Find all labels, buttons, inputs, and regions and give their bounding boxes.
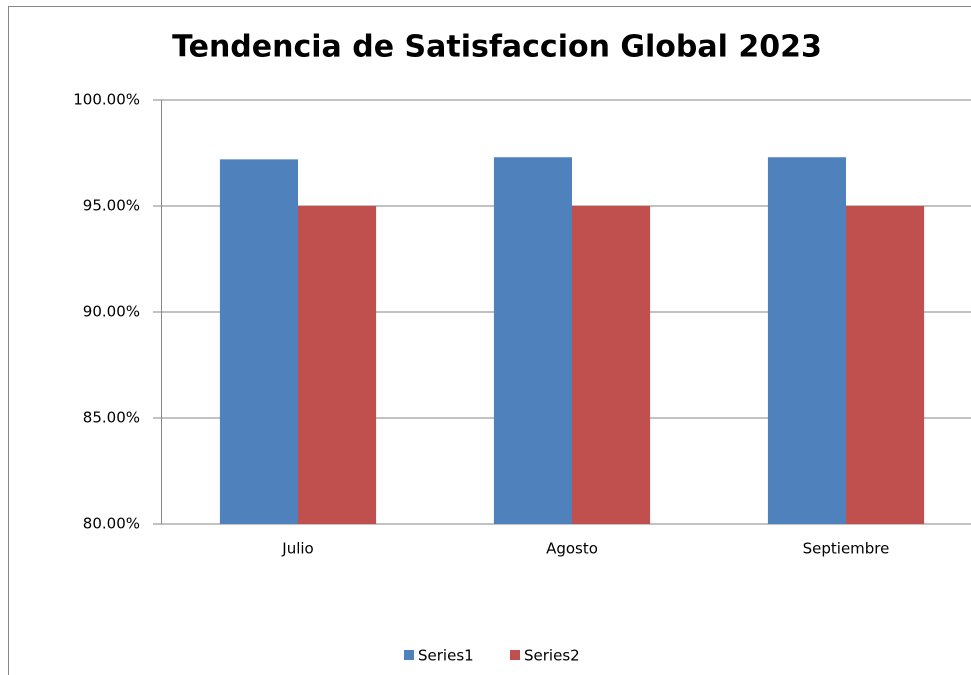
y-tick-label: 100.00% bbox=[73, 91, 140, 109]
bar bbox=[767, 157, 846, 525]
legend-swatch bbox=[510, 650, 520, 660]
legend-label: Series2 bbox=[524, 647, 580, 665]
x-tick-label: Septiembre bbox=[803, 540, 890, 558]
x-tick-label: Julio bbox=[281, 540, 313, 558]
legend-label: Series1 bbox=[418, 647, 474, 665]
y-tick-label: 90.00% bbox=[83, 303, 140, 321]
bar bbox=[493, 157, 572, 525]
bar bbox=[572, 206, 651, 524]
bar bbox=[219, 159, 298, 525]
y-tick-label: 80.00% bbox=[83, 515, 140, 533]
bar bbox=[846, 206, 925, 524]
legend-swatch bbox=[404, 650, 414, 660]
chart-title: Tendencia de Satisfaccion Global 2023 bbox=[172, 30, 822, 65]
y-tick-label: 85.00% bbox=[83, 409, 140, 427]
y-tick-label: 95.00% bbox=[83, 197, 140, 215]
bar bbox=[298, 206, 377, 524]
x-tick-label: Agosto bbox=[546, 540, 598, 558]
